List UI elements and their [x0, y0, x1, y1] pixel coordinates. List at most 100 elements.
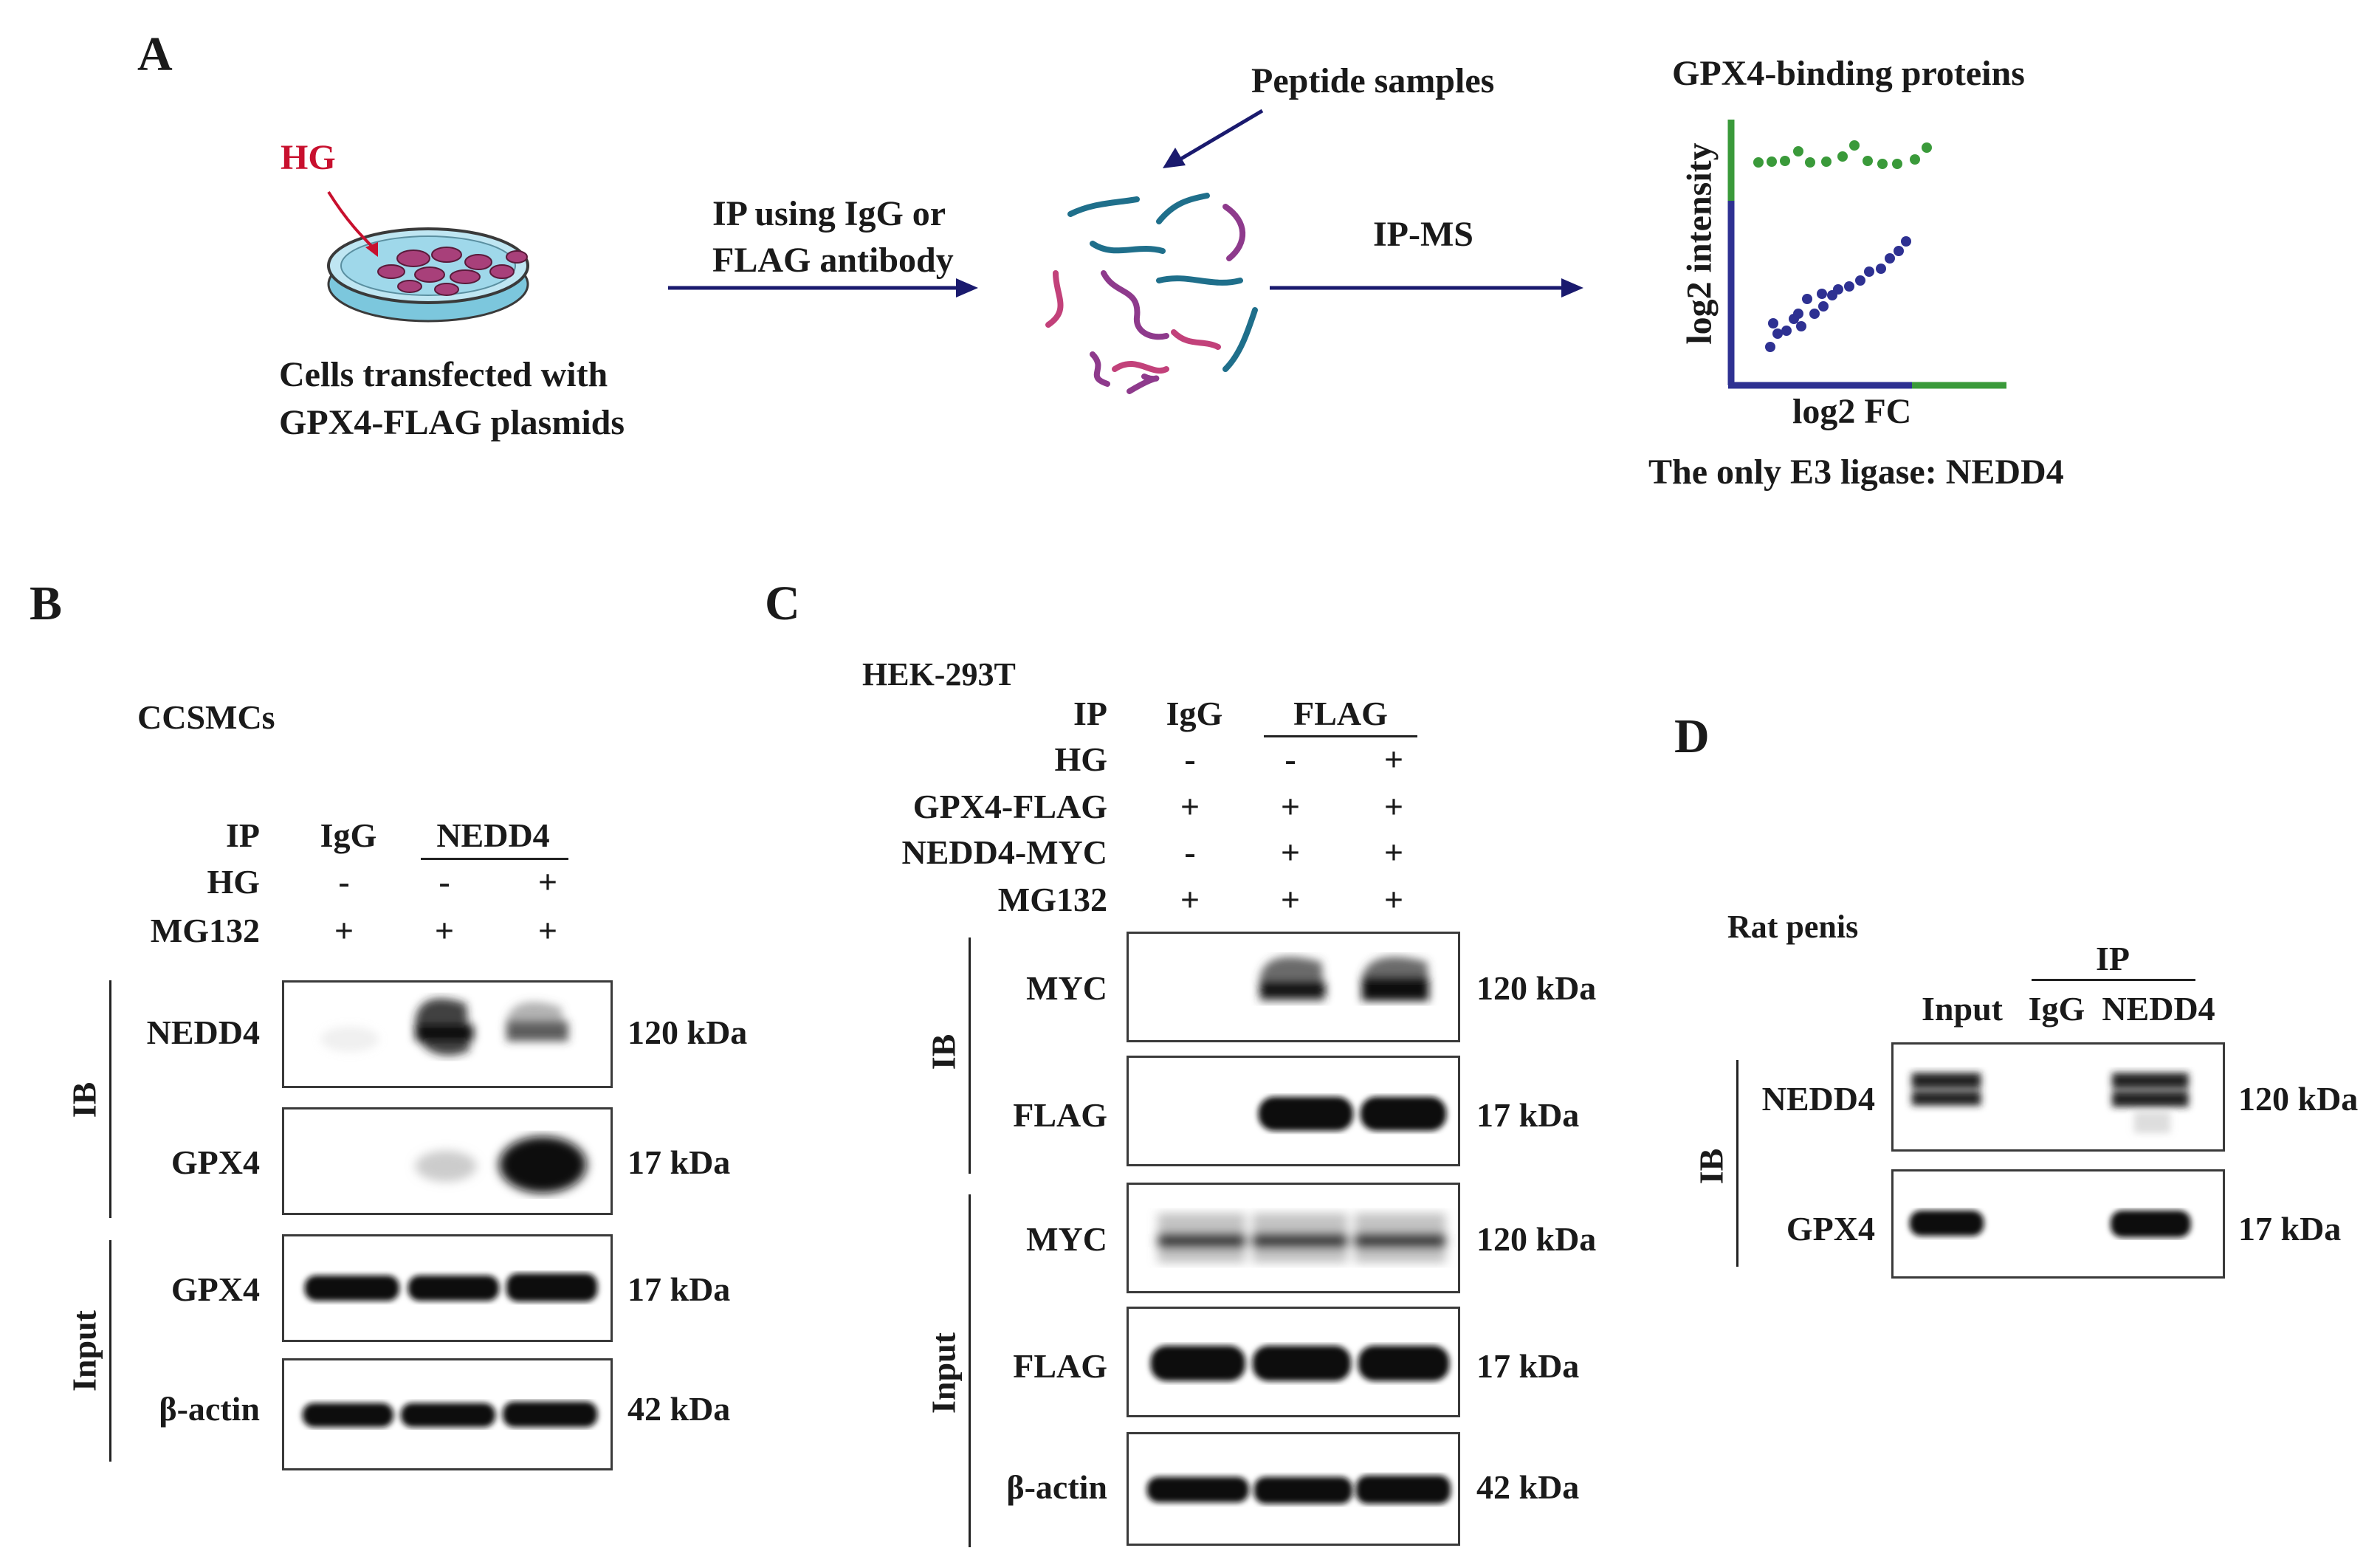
panel-b-mg-1: + [334, 912, 354, 949]
blot-c4-kda: 17 kDa [1476, 1347, 1580, 1385]
panel-b-nedd4-bar [421, 858, 568, 860]
ipms-label: IP-MS [1373, 215, 1473, 254]
blot-d2-label: GPX4 [1786, 1210, 1875, 1248]
panel-c-ip-igg: IgG [1166, 695, 1223, 732]
blot-c-actin [1127, 1432, 1460, 1546]
blot-b1-label: NEDD4 [146, 1014, 260, 1051]
blot-c5-label: β-actin [1006, 1468, 1107, 1506]
panel-c-row-gpx4flag: GPX4-FLAG [912, 788, 1107, 825]
panel-c-mg-1: + [1180, 881, 1200, 918]
panel-b-ib: IB [65, 1081, 103, 1118]
blot-c-myc-ip [1127, 932, 1460, 1042]
panel-d-tissue: Rat penis [1727, 909, 1859, 945]
panel-letter-c: C [765, 577, 800, 630]
panel-letter-a: A [137, 27, 173, 81]
blot-c2-label: FLAG [1013, 1096, 1107, 1134]
panel-c-cell: HEK-293T [862, 656, 1016, 692]
panel-c-row-nedd4myc: NEDD4-MYC [901, 833, 1107, 871]
cells-line2: GPX4-FLAG plasmids [279, 403, 625, 442]
blot-b-actin [282, 1358, 613, 1470]
blot-b-gpx4-ip [282, 1107, 613, 1215]
panel-c-gpx4-3: + [1383, 788, 1404, 825]
blot-b-gpx4-input [282, 1234, 613, 1342]
panel-b-ip-nedd4: NEDD4 [436, 816, 550, 854]
blot-d2-kda: 17 kDa [2238, 1210, 2342, 1248]
panel-letter-d: D [1674, 709, 1710, 763]
blot-c2-kda: 17 kDa [1476, 1096, 1580, 1134]
blot-c-myc-input [1127, 1183, 1460, 1293]
plot-title: GPX4-binding proteins [1672, 54, 2025, 93]
hg-label: HG [281, 138, 336, 177]
panel-c-hg-1: - [1184, 740, 1196, 778]
blot-b4-label: β-actin [159, 1390, 260, 1428]
blot-c4-label: FLAG [1013, 1347, 1107, 1385]
panel-b-hg-1: - [338, 863, 350, 901]
panel-d-ip-bar [2032, 979, 2195, 981]
peptide-label: Peptide samples [1251, 61, 1495, 100]
conclusion-text: The only E3 ligase: NEDD4 [1648, 453, 2064, 492]
plot-xlabel: log2 FC [1792, 392, 1912, 431]
panel-c-nedd4-3: + [1383, 833, 1404, 871]
petri-dish-icon [327, 227, 529, 323]
panel-b-ib-bracket [109, 980, 111, 1218]
panel-c-gpx4-2: + [1280, 788, 1301, 825]
ip-line2: FLAG antibody [712, 241, 954, 280]
blot-b3-label: GPX4 [171, 1270, 260, 1308]
blot-c-flag-input [1127, 1307, 1460, 1417]
panel-c-nedd4-1: - [1184, 833, 1196, 871]
plot-ylabel: log2 intensity [1679, 142, 1719, 345]
blot-d-gpx4 [1891, 1169, 2225, 1279]
blot-d1-kda: 120 kDa [2238, 1080, 2359, 1118]
panel-c-hg-3: + [1383, 740, 1404, 778]
panel-c-row-hg: HG [1054, 740, 1107, 778]
blot-b-nedd4 [282, 980, 613, 1088]
panel-b-input: Input [65, 1310, 103, 1391]
panel-b-row-hg: HG [207, 863, 260, 901]
panel-b-mg-2: + [434, 912, 455, 949]
panel-c-flag-bar [1264, 735, 1417, 737]
blot-b2-label: GPX4 [171, 1143, 260, 1181]
panel-d-ib: IB [1692, 1148, 1730, 1185]
blot-c-flag-ip [1127, 1056, 1460, 1166]
panel-c-row-mg132: MG132 [997, 881, 1107, 918]
blot-c1-label: MYC [1026, 969, 1107, 1007]
panel-d-ib-bracket [1736, 1060, 1738, 1267]
panel-c-nedd4-2: + [1280, 833, 1301, 871]
blot-b4-kda: 42 kDa [627, 1390, 731, 1428]
panel-a-graphics [327, 109, 2006, 394]
panel-c-ip-flag: FLAG [1293, 695, 1388, 732]
panel-c-mg-3: + [1383, 881, 1404, 918]
panel-c-hg-2: - [1284, 740, 1296, 778]
panel-d-ip: IP [2096, 940, 2130, 977]
panel-c-row-ip: IP [1073, 695, 1107, 732]
panel-c-ib-bracket [969, 937, 971, 1174]
panel-b-input-bracket [109, 1240, 111, 1462]
blot-b2-kda: 17 kDa [627, 1143, 731, 1181]
panel-letter-b: B [30, 577, 63, 630]
blot-c3-label: MYC [1026, 1220, 1107, 1258]
panel-b-row-ip: IP [226, 816, 260, 854]
arrow-peptide [1180, 109, 1264, 161]
blot-d1-label: NEDD4 [1761, 1080, 1875, 1118]
panel-c-mg-2: + [1280, 881, 1301, 918]
panel-b-cell: CCSMCs [137, 698, 275, 736]
blot-c1-kda: 120 kDa [1476, 969, 1597, 1007]
panel-b-hg-3: + [537, 863, 558, 901]
blot-c3-kda: 120 kDa [1476, 1220, 1597, 1258]
panel-c-ib: IB [924, 1033, 963, 1070]
panel-d-lane-input: Input [1922, 990, 2003, 1028]
plot-points-navy [1765, 236, 1911, 352]
blot-c5-kda: 42 kDa [1476, 1468, 1580, 1506]
panel-c-input-bracket [969, 1194, 971, 1547]
panel-b-mg-3: + [537, 912, 558, 949]
panel-b-row-mg132: MG132 [150, 912, 260, 949]
blot-b1-kda: 120 kDa [627, 1014, 748, 1051]
cells-line1: Cells transfected with [279, 355, 608, 394]
panel-c-input: Input [924, 1332, 963, 1414]
peptides-icon [1045, 193, 1258, 394]
panel-b-hg-2: - [438, 863, 450, 901]
panel-b-ip-igg: IgG [320, 816, 377, 854]
panel-d-lane-nedd4: NEDD4 [2102, 990, 2215, 1028]
ip-line1: IP using IgG or [712, 194, 946, 233]
blot-b3-kda: 17 kDa [627, 1270, 731, 1308]
